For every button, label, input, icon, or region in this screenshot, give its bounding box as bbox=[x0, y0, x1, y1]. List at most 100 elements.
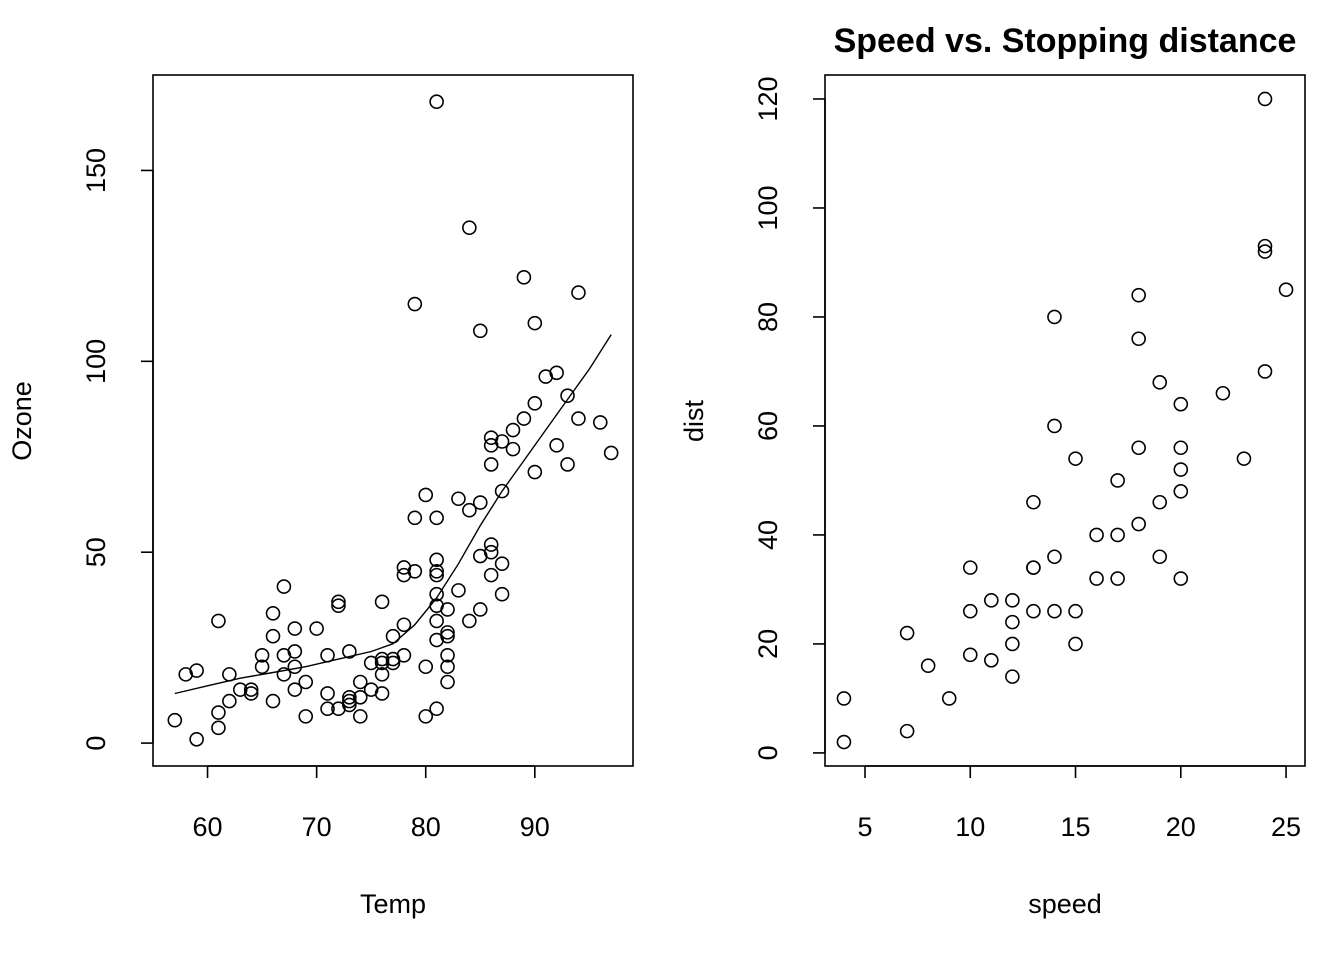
data-point bbox=[1110, 527, 1125, 543]
data-point bbox=[352, 689, 368, 705]
data-point bbox=[352, 709, 368, 724]
data-point bbox=[1110, 571, 1125, 586]
y-tick-label: 50 bbox=[81, 537, 111, 567]
data-point bbox=[167, 712, 183, 728]
data-point bbox=[984, 593, 999, 608]
data-point bbox=[1152, 375, 1168, 390]
data-point bbox=[1173, 396, 1189, 412]
data-point bbox=[494, 586, 510, 602]
data-point bbox=[472, 495, 488, 510]
plot-frame bbox=[152, 74, 634, 767]
data-point bbox=[429, 701, 444, 717]
data-point bbox=[571, 411, 586, 426]
data-point bbox=[418, 487, 434, 503]
data-point bbox=[352, 674, 368, 690]
y-tick-label: 60 bbox=[753, 411, 783, 441]
data-point bbox=[1257, 364, 1273, 379]
data-point bbox=[276, 579, 292, 594]
data-point bbox=[1257, 238, 1273, 254]
data-point bbox=[603, 445, 619, 461]
data-point bbox=[440, 625, 455, 640]
data-point bbox=[472, 602, 488, 617]
data-point bbox=[1047, 418, 1062, 434]
data-point bbox=[287, 659, 303, 675]
data-point bbox=[320, 647, 335, 663]
y-tick-label: 100 bbox=[81, 339, 111, 384]
data-point bbox=[342, 689, 357, 705]
data-point bbox=[222, 693, 237, 709]
x-tick-label: 60 bbox=[193, 812, 223, 842]
data-point bbox=[342, 644, 357, 659]
data-point bbox=[407, 296, 423, 312]
data-point bbox=[462, 502, 477, 518]
y-tick-label: 0 bbox=[753, 745, 783, 760]
y-tick-label: 80 bbox=[753, 302, 783, 332]
x-axis-label: speed bbox=[1028, 889, 1102, 919]
speed-dist-panel: Speed vs. Stopping distance speed dist 5… bbox=[679, 22, 1306, 919]
data-point bbox=[429, 94, 444, 110]
data-point bbox=[1131, 440, 1146, 456]
data-point bbox=[440, 659, 455, 675]
data-point bbox=[1005, 669, 1020, 684]
data-point bbox=[560, 388, 575, 403]
data-point bbox=[1026, 560, 1041, 575]
data-point bbox=[429, 567, 444, 583]
data-point bbox=[483, 544, 499, 560]
data-point bbox=[429, 613, 444, 629]
data-point bbox=[941, 691, 957, 706]
data-point bbox=[1047, 309, 1062, 325]
data-point bbox=[418, 709, 434, 724]
data-point bbox=[592, 415, 608, 430]
x-axis-label: Temp bbox=[360, 889, 426, 919]
data-point bbox=[1152, 494, 1168, 510]
data-point bbox=[1005, 636, 1020, 652]
smooth-line bbox=[174, 334, 612, 695]
data-point bbox=[440, 628, 455, 644]
data-point bbox=[429, 552, 444, 568]
data-point bbox=[1152, 549, 1168, 565]
data-point bbox=[1110, 473, 1125, 488]
data-point bbox=[429, 563, 444, 579]
data-point bbox=[1047, 549, 1062, 565]
data-point bbox=[331, 594, 346, 610]
data-point bbox=[516, 411, 532, 426]
data-point bbox=[494, 434, 510, 449]
data-point bbox=[1026, 494, 1041, 510]
chart-title: Speed vs. Stopping distance bbox=[834, 22, 1297, 60]
data-point bbox=[1278, 282, 1294, 298]
y-tick-label: 20 bbox=[753, 629, 783, 659]
y-axis-label: dist bbox=[679, 400, 709, 443]
data-point bbox=[472, 323, 488, 339]
data-point bbox=[1089, 571, 1104, 586]
data-point bbox=[527, 396, 543, 411]
data-point bbox=[407, 563, 423, 579]
data-point bbox=[1131, 287, 1146, 303]
data-point bbox=[1005, 614, 1020, 630]
data-point bbox=[1236, 451, 1252, 466]
data-point bbox=[1173, 440, 1189, 456]
data-point bbox=[494, 483, 510, 499]
data-point bbox=[899, 723, 915, 739]
data-point bbox=[483, 457, 499, 472]
data-point bbox=[396, 617, 412, 633]
ozone-temp-panel: Temp Ozone 60 70 80 90 0 50 100 150 bbox=[7, 74, 634, 919]
data-point bbox=[1215, 385, 1231, 401]
data-point bbox=[374, 667, 390, 682]
data-point bbox=[385, 655, 401, 671]
data-point bbox=[287, 621, 303, 636]
x-tick-label: 5 bbox=[857, 812, 872, 842]
data-point bbox=[483, 567, 499, 583]
data-point bbox=[962, 603, 978, 619]
data-point bbox=[287, 644, 303, 659]
data-point bbox=[440, 674, 455, 690]
data-point bbox=[462, 613, 477, 629]
data-point bbox=[516, 270, 532, 285]
data-point bbox=[287, 682, 303, 697]
data-point bbox=[243, 686, 259, 701]
data-point bbox=[243, 682, 259, 697]
x-tick-label: 10 bbox=[955, 812, 985, 842]
data-point bbox=[254, 647, 270, 663]
data-point bbox=[211, 720, 226, 736]
data-point bbox=[320, 686, 335, 701]
